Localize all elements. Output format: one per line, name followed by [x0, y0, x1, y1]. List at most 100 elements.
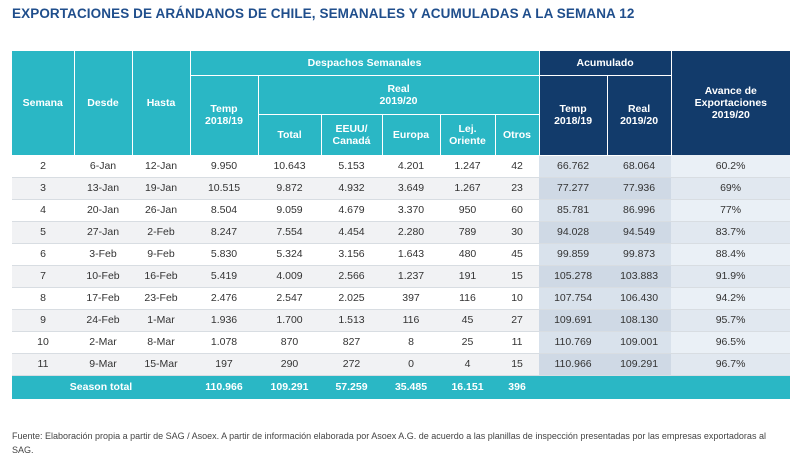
cell-hasta: 2-Feb: [132, 221, 190, 244]
table-row: 9 24-Feb 1-Mar 1.936 1.700 1.513 116 45 27 109.69…: [12, 309, 791, 332]
col-header-total: Total: [258, 114, 322, 156]
cell-acc-temp: 107.754: [539, 287, 608, 310]
season-total-europa: 35.485: [382, 375, 440, 399]
cell-acc-real: 86.996: [607, 199, 672, 222]
cell-hasta: 8-Mar: [132, 331, 190, 354]
cell-otros: 27: [495, 309, 540, 332]
cell-total: 4.009: [258, 265, 321, 288]
cell-semana: 8: [12, 287, 74, 310]
cell-desde: 20-Jan: [74, 199, 132, 222]
col-header-temp: Temp 2018/19: [190, 75, 259, 156]
cell-lej-oriente: 950: [440, 199, 495, 222]
cell-hasta: 9-Feb: [132, 243, 190, 266]
group-header-real: Real 2019/20: [258, 75, 540, 115]
cell-semana: 3: [12, 177, 74, 200]
cell-europa: 1.237: [382, 265, 440, 288]
cell-eeuu: 2.566: [321, 265, 382, 288]
season-total-row: Season total 110.966 109.291 57.259 35.4…: [12, 375, 791, 399]
cell-temp: 2.476: [190, 287, 258, 310]
page-title: EXPORTACIONES DE ARÁNDANOS DE CHILE, SEM…: [12, 6, 635, 21]
table-row: 7 10-Feb 16-Feb 5.419 4.009 2.566 1.237 191 15 10…: [12, 265, 791, 288]
cell-avance: 91.9%: [671, 265, 791, 288]
cell-total: 870: [258, 331, 321, 354]
cell-acc-real: 108.130: [607, 309, 672, 332]
cell-total: 7.554: [258, 221, 321, 244]
table-row: 6 3-Feb 9-Feb 5.830 5.324 3.156 1.643 480 45 99.8…: [12, 243, 791, 266]
table-row: 4 20-Jan 26-Jan 8.504 9.059 4.679 3.370 950 60 85…: [12, 199, 791, 222]
cell-lej-oriente: 4: [440, 353, 495, 376]
cell-acc-temp: 77.277: [539, 177, 608, 200]
cell-lej-oriente: 480: [440, 243, 495, 266]
col-header-europa: Europa: [382, 114, 441, 156]
cell-acc-temp: 66.762: [539, 155, 608, 178]
col-header-acc-temp: Temp 2018/19: [539, 75, 608, 156]
cell-otros: 45: [495, 243, 540, 266]
group-header-despachos: Despachos Semanales: [190, 51, 540, 76]
cell-acc-temp: 99.859: [539, 243, 608, 266]
cell-avance: 60.2%: [671, 155, 791, 178]
cell-eeuu: 1.513: [321, 309, 382, 332]
cell-temp: 197: [190, 353, 258, 376]
cell-otros: 15: [495, 353, 540, 376]
cell-otros: 23: [495, 177, 540, 200]
cell-otros: 15: [495, 265, 540, 288]
col-header-acc-real: Real 2019/20: [607, 75, 672, 156]
cell-lej-oriente: 1.247: [440, 155, 495, 178]
source-line: SAG.: [12, 445, 34, 455]
cell-acc-real: 99.873: [607, 243, 672, 266]
cell-europa: 8: [382, 331, 440, 354]
cell-eeuu: 5.153: [321, 155, 382, 178]
cell-desde: 27-Jan: [74, 221, 132, 244]
cell-acc-temp: 109.691: [539, 309, 608, 332]
cell-temp: 5.830: [190, 243, 258, 266]
table-row: 3 13-Jan 19-Jan 10.515 9.872 4.932 3.649 1.267 2…: [12, 177, 791, 200]
col-header-semana: Semana: [12, 51, 75, 156]
cell-desde: 10-Feb: [74, 265, 132, 288]
cell-total: 10.643: [258, 155, 321, 178]
cell-europa: 1.643: [382, 243, 440, 266]
cell-hasta: 15-Mar: [132, 353, 190, 376]
cell-desde: 13-Jan: [74, 177, 132, 200]
cell-hasta: 1-Mar: [132, 309, 190, 332]
cell-semana: 4: [12, 199, 74, 222]
cell-temp: 8.504: [190, 199, 258, 222]
cell-total: 2.547: [258, 287, 321, 310]
cell-otros: 60: [495, 199, 540, 222]
col-header-eeuu: EEUU/ Canadá: [321, 114, 383, 156]
cell-eeuu: 3.156: [321, 243, 382, 266]
cell-europa: 3.370: [382, 199, 440, 222]
cell-desde: 2-Mar: [74, 331, 132, 354]
cell-avance: 96.7%: [671, 353, 791, 376]
cell-lej-oriente: 116: [440, 287, 495, 310]
season-total-empty: [671, 375, 791, 399]
cell-eeuu: 4.454: [321, 221, 382, 244]
cell-lej-oriente: 45: [440, 309, 495, 332]
cell-total: 9.059: [258, 199, 321, 222]
cell-europa: 397: [382, 287, 440, 310]
cell-otros: 11: [495, 331, 540, 354]
cell-eeuu: 4.932: [321, 177, 382, 200]
table-row: 2 6-Jan 12-Jan 9.950 10.643 5.153 4.201 1.247 42…: [12, 155, 791, 178]
cell-hasta: 19-Jan: [132, 177, 190, 200]
col-header-avance: Avance de Exportaciones 2019/20: [671, 51, 791, 155]
cell-desde: 17-Feb: [74, 287, 132, 310]
cell-europa: 0: [382, 353, 440, 376]
cell-temp: 1.078: [190, 331, 258, 354]
cell-hasta: 12-Jan: [132, 155, 190, 178]
cell-semana: 9: [12, 309, 74, 332]
cell-otros: 30: [495, 221, 540, 244]
season-total-lej-oriente: 16.151: [440, 375, 495, 399]
cell-otros: 10: [495, 287, 540, 310]
cell-avance: 88.4%: [671, 243, 791, 266]
cell-avance: 95.7%: [671, 309, 791, 332]
cell-europa: 4.201: [382, 155, 440, 178]
cell-acc-real: 68.064: [607, 155, 672, 178]
cell-acc-temp: 110.966: [539, 353, 608, 376]
cell-semana: 5: [12, 221, 74, 244]
cell-total: 9.872: [258, 177, 321, 200]
cell-temp: 9.950: [190, 155, 258, 178]
source-line: Fuente: Elaboración propia a partir de S…: [12, 431, 766, 441]
cell-total: 5.324: [258, 243, 321, 266]
cell-temp: 10.515: [190, 177, 258, 200]
table-row: 11 9-Mar 15-Mar 197 290 272 0 4 15 110.966 109.291…: [12, 353, 791, 376]
